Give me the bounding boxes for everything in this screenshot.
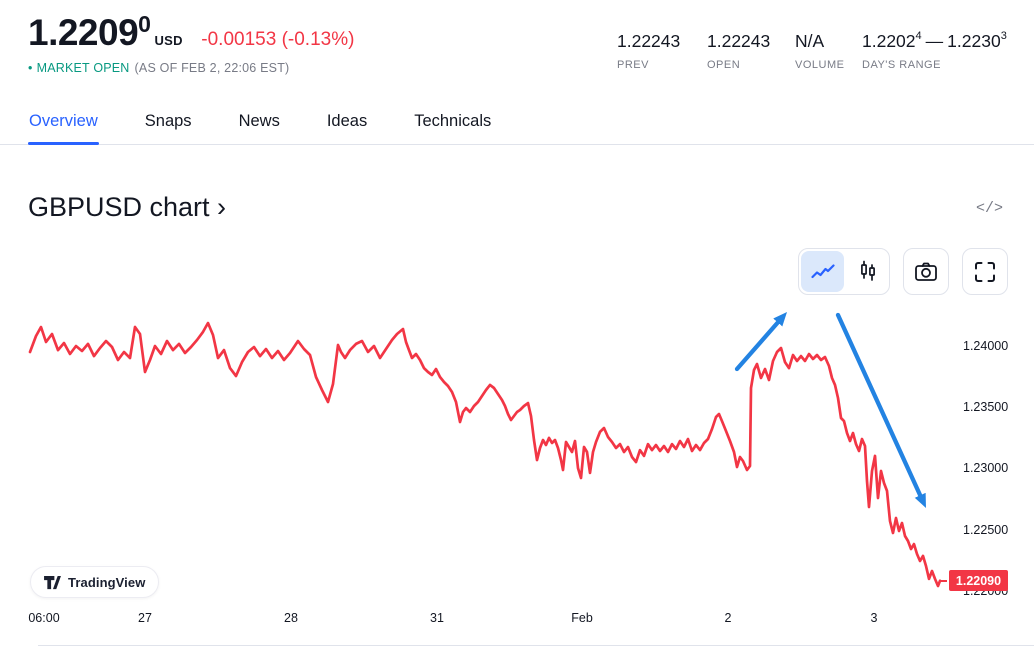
fullscreen-button[interactable]	[962, 248, 1008, 295]
as-of-label: (AS OF FEB 2, 22:06 EST)	[134, 61, 290, 75]
tab-news[interactable]: News	[238, 100, 281, 144]
stat-label: PREV	[617, 59, 649, 71]
tab-bar: Overview Snaps News Ideas Technicals	[0, 99, 1034, 145]
market-open-label: MARKET OPEN	[36, 61, 130, 75]
y-axis-label: 1.23000	[963, 461, 1009, 476]
stat-label: DAY'S RANGE	[862, 59, 941, 71]
last-price-main: 1.2209	[28, 12, 139, 53]
stat-value: N/A	[795, 31, 825, 51]
range-high: 1.2230	[947, 31, 1001, 51]
x-axis-label: Feb	[571, 611, 593, 625]
candlestick-icon	[860, 260, 875, 281]
x-axis-label: 27	[138, 611, 152, 625]
range-low-pip: 4	[915, 30, 922, 42]
last-price: 1.22090USD	[28, 11, 183, 53]
price-change: -0.00153 (-0.13%)	[201, 29, 355, 50]
line-chart-icon	[810, 263, 835, 278]
price-marker-dash	[939, 579, 947, 582]
status-dot-icon: •	[28, 61, 33, 75]
market-status: • MARKET OPEN (AS OF FEB 2, 22:06 EST)	[28, 61, 289, 75]
tradingview-logo[interactable]: TradingView	[30, 566, 160, 598]
stat-days-range: 1.22024—1.22303 DAY'S RANGE	[862, 30, 1007, 71]
stat-value: 1.22243	[617, 31, 681, 51]
chart-bottom-divider	[38, 645, 1034, 646]
annotation-arrow-up	[734, 311, 788, 372]
range-separator: —	[925, 31, 944, 51]
stat-label: OPEN	[707, 59, 741, 71]
candlestick-chart-button[interactable]	[846, 251, 889, 292]
tradingview-logo-text: TradingView	[68, 574, 146, 590]
x-axis-label: 3	[870, 611, 878, 625]
tab-overview[interactable]: Overview	[28, 100, 99, 145]
price-line-series	[28, 321, 942, 588]
x-axis-label: 31	[430, 611, 444, 625]
y-axis-label: 1.23500	[963, 400, 1009, 415]
range-low: 1.2202	[862, 31, 916, 51]
price-header: 1.22090USD -0.00153 (-0.13%)	[28, 11, 355, 54]
stat-label: VOLUME	[795, 59, 845, 71]
tab-ideas[interactable]: Ideas	[326, 100, 368, 144]
tab-snaps[interactable]: Snaps	[144, 100, 193, 144]
x-axis-label: 2	[724, 611, 732, 625]
y-axis-label: 1.24000	[963, 339, 1009, 353]
camera-icon	[915, 262, 937, 281]
chart-type-toggle	[798, 248, 890, 295]
embed-code-icon[interactable]: </>	[976, 200, 1004, 217]
x-axis-label: 28	[284, 611, 298, 625]
chart-title[interactable]: GBPUSD chart ›	[28, 192, 227, 222]
tab-technicals[interactable]: Technicals	[413, 100, 492, 144]
x-axis-label: 06:00	[28, 611, 60, 625]
stat-prev: 1.22243 PREV	[617, 31, 680, 71]
tradingview-mark-icon	[44, 575, 61, 589]
currency-label: USD	[154, 33, 183, 48]
annotation-arrow-down	[835, 312, 926, 509]
stat-open: 1.22243 OPEN	[707, 31, 770, 71]
fullscreen-icon	[975, 261, 995, 282]
line-chart-button[interactable]	[801, 251, 844, 292]
range-high-pip: 3	[1000, 30, 1007, 42]
last-price-pip: 0	[138, 11, 151, 37]
stat-value: 1.22024—1.22303	[862, 30, 1007, 52]
last-price-badge: 1.22090	[949, 570, 1008, 592]
y-axis-label: 1.22500	[963, 522, 1009, 537]
snapshot-button[interactable]	[903, 248, 949, 295]
stat-volume: N/A VOLUME	[795, 31, 844, 71]
stat-value: 1.22243	[707, 31, 771, 51]
